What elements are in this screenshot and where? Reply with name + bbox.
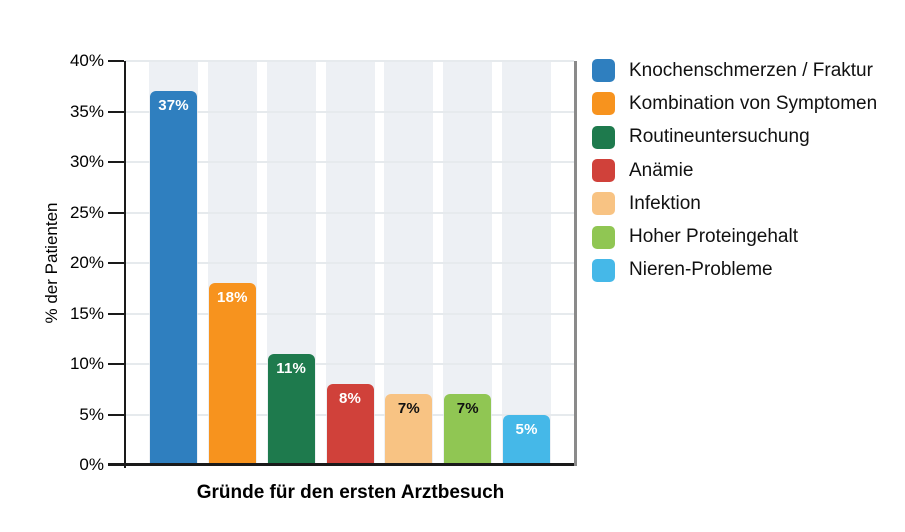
y-axis-tick xyxy=(108,211,124,214)
y-axis-tick-label: 10% xyxy=(69,354,104,373)
y-axis-tick-label: 5% xyxy=(79,404,104,424)
bar: 5% xyxy=(503,414,551,465)
y-axis-line xyxy=(124,61,126,468)
legend: Knochenschmerzen / Fraktur Kombination vo… xyxy=(592,54,877,287)
legend-swatch xyxy=(592,59,615,83)
bar-value-label: 18% xyxy=(217,289,248,307)
x-axis-line xyxy=(108,463,577,466)
legend-item: Hoher Proteingehalt xyxy=(592,220,877,253)
legend-item-label: Routineuntersuchung xyxy=(629,126,810,148)
legend-item-label: Nieren-Probleme xyxy=(629,259,773,281)
bar: 11% xyxy=(267,353,315,465)
y-axis-tick xyxy=(108,60,124,62)
legend-item-label: Anämie xyxy=(629,159,694,181)
y-axis-tick xyxy=(108,262,124,264)
bar-value-label: 5% xyxy=(515,420,538,438)
y-axis-title: % der Patienten xyxy=(42,202,61,324)
gridline xyxy=(125,161,574,163)
bar-value-label: 37% xyxy=(158,97,189,115)
bar-value-label: 7% xyxy=(397,400,420,418)
bar: 37% xyxy=(150,91,197,465)
bar: 7% xyxy=(385,394,433,465)
y-axis-tick-label: 20% xyxy=(69,253,104,272)
bar: 8% xyxy=(326,384,374,465)
y-axis-tick xyxy=(108,413,124,416)
bar: 7% xyxy=(444,394,492,465)
y-axis-tick-label: 40% xyxy=(69,51,104,70)
bar-value-label: 7% xyxy=(456,400,479,418)
y-axis-tick-label: 35% xyxy=(69,101,104,121)
y-axis-tick-label: 0% xyxy=(79,455,104,474)
legend-swatch xyxy=(592,125,615,149)
y-axis-tick-label: 15% xyxy=(69,303,104,323)
legend-swatch xyxy=(592,159,615,183)
legend-item: Anämie xyxy=(592,154,877,187)
legend-swatch xyxy=(592,225,615,249)
legend-item: Infektion xyxy=(592,187,877,220)
gridline xyxy=(125,363,574,365)
gridline xyxy=(125,110,574,113)
y-axis-tick xyxy=(108,312,124,315)
legend-swatch xyxy=(592,92,615,116)
legend-swatch xyxy=(592,192,615,216)
y-axis-tick xyxy=(108,161,124,163)
gridline xyxy=(125,211,574,214)
legend-item: Nieren-Probleme xyxy=(592,254,877,287)
y-axis-tick-label: 30% xyxy=(69,152,104,171)
legend-item-label: Infektion xyxy=(629,192,701,214)
bar: 18% xyxy=(208,283,256,465)
legend-item-label: Hoher Proteingehalt xyxy=(629,226,798,248)
x-axis-title: Gründe für den ersten Arztbesuch xyxy=(196,482,505,503)
legend-item: Kombination von Symptomen xyxy=(592,87,877,120)
y-axis-tick-label: 25% xyxy=(69,202,104,222)
legend-item-label: Kombination von Symptomen xyxy=(629,92,878,114)
y-axis-tick xyxy=(108,363,124,365)
gridline xyxy=(125,312,574,315)
legend-swatch xyxy=(592,258,615,282)
legend-item-label: Knochenschmerzen / Fraktur xyxy=(629,59,873,81)
legend-item: Knochenschmerzen / Fraktur xyxy=(592,54,877,87)
bar-value-label: 8% xyxy=(339,390,362,408)
legend-item: Routineuntersuchung xyxy=(592,121,877,154)
y-axis-tick xyxy=(108,110,124,113)
plot-right-border xyxy=(574,61,577,466)
bar-value-label: 11% xyxy=(276,359,307,377)
gridline xyxy=(125,60,574,62)
gridline xyxy=(125,262,574,264)
